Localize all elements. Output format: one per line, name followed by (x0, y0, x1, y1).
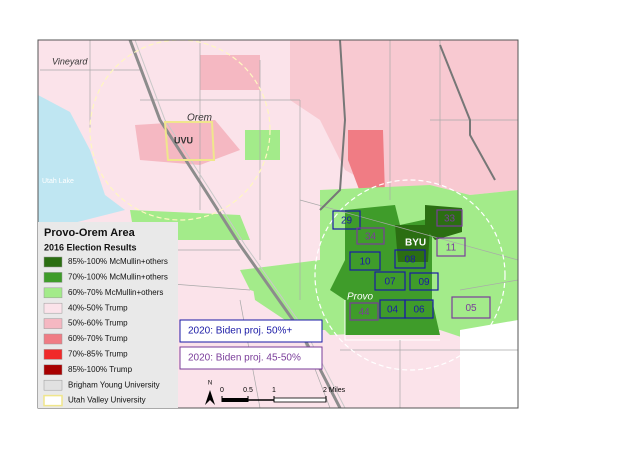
legend-swatch (43, 272, 63, 283)
precinct-box (332, 210, 361, 230)
scale-label: 1 (272, 387, 276, 394)
legend-swatch (43, 318, 63, 329)
projection-label: 2020: Biden proj. 45-50% (188, 353, 301, 364)
legend-label: 60%-70% McMullin+others (68, 288, 163, 297)
projection-box (179, 346, 323, 370)
precinct-label: 08 (404, 255, 416, 266)
place-label: Orem (187, 113, 212, 124)
precinct-box (436, 209, 463, 227)
legend-label: Utah Valley University (68, 396, 146, 405)
precinct-box (356, 227, 385, 245)
place-label: UVU (174, 135, 193, 145)
legend-label: 85%-100% Trump (68, 365, 133, 374)
precinct-box (404, 299, 434, 319)
precinct-label: 10 (359, 257, 371, 268)
scale-segment (222, 398, 248, 402)
legend-swatch (43, 287, 63, 299)
projection-box (179, 319, 323, 343)
legend-swatch (43, 333, 63, 345)
place-label: Utah Lake (42, 178, 74, 185)
legend-swatch (43, 349, 63, 360)
north-label: N (208, 381, 212, 387)
legend-swatch (43, 256, 63, 268)
legend-label: 70%-100% McMullin+others (68, 273, 168, 282)
legend-subtitle: 2016 Election Results (44, 242, 137, 252)
legend-label: Brigham Young University (68, 380, 160, 389)
legend-label: 60%-70% Trump (68, 334, 128, 343)
legend-swatch (43, 394, 63, 407)
precinct-label: 05 (465, 303, 477, 314)
projection-label: 2020: Biden proj. 50%+ (188, 326, 292, 337)
precinct-label: 11 (446, 243, 457, 254)
legend-label: 50%-60% Trump (68, 319, 128, 328)
legend-swatch (43, 302, 63, 314)
scale-label: 0.5 (243, 387, 253, 394)
place-label: BYU (405, 238, 426, 249)
precinct-label: 09 (418, 277, 430, 288)
legend-label: 85%-100% McMullin+others (68, 257, 168, 266)
scale-label: 2 Miles (323, 387, 346, 394)
precinct-label: 06 (413, 305, 425, 316)
precinct-label: 34 (365, 232, 377, 243)
legend-label: 40%-50% Trump (68, 303, 128, 312)
legend-swatch (43, 379, 63, 391)
precinct-label: 29 (341, 216, 353, 227)
precinct-box (451, 296, 491, 319)
precinct-box (409, 272, 439, 291)
legend-label: 70%-85% Trump (68, 350, 128, 359)
scale-segment (273, 397, 327, 403)
legend-swatch (43, 364, 63, 376)
precinct-label: 33 (444, 214, 456, 225)
precinct-box (436, 237, 466, 257)
precinct-box (374, 271, 406, 291)
place-label: Provo (347, 292, 374, 303)
legend-title: Provo-Orem Area (44, 227, 136, 239)
precinct-box (349, 302, 379, 321)
precinct-box (349, 251, 381, 271)
precinct-label: 04 (387, 305, 399, 316)
scale-label: 0 (220, 387, 224, 394)
legend-panel (38, 222, 178, 408)
north-arrow (205, 390, 215, 405)
place-label: Vineyard (52, 56, 88, 66)
precinct-label: 07 (384, 277, 396, 288)
precinct-box (394, 249, 426, 269)
precinct-label: 44 (358, 307, 370, 318)
